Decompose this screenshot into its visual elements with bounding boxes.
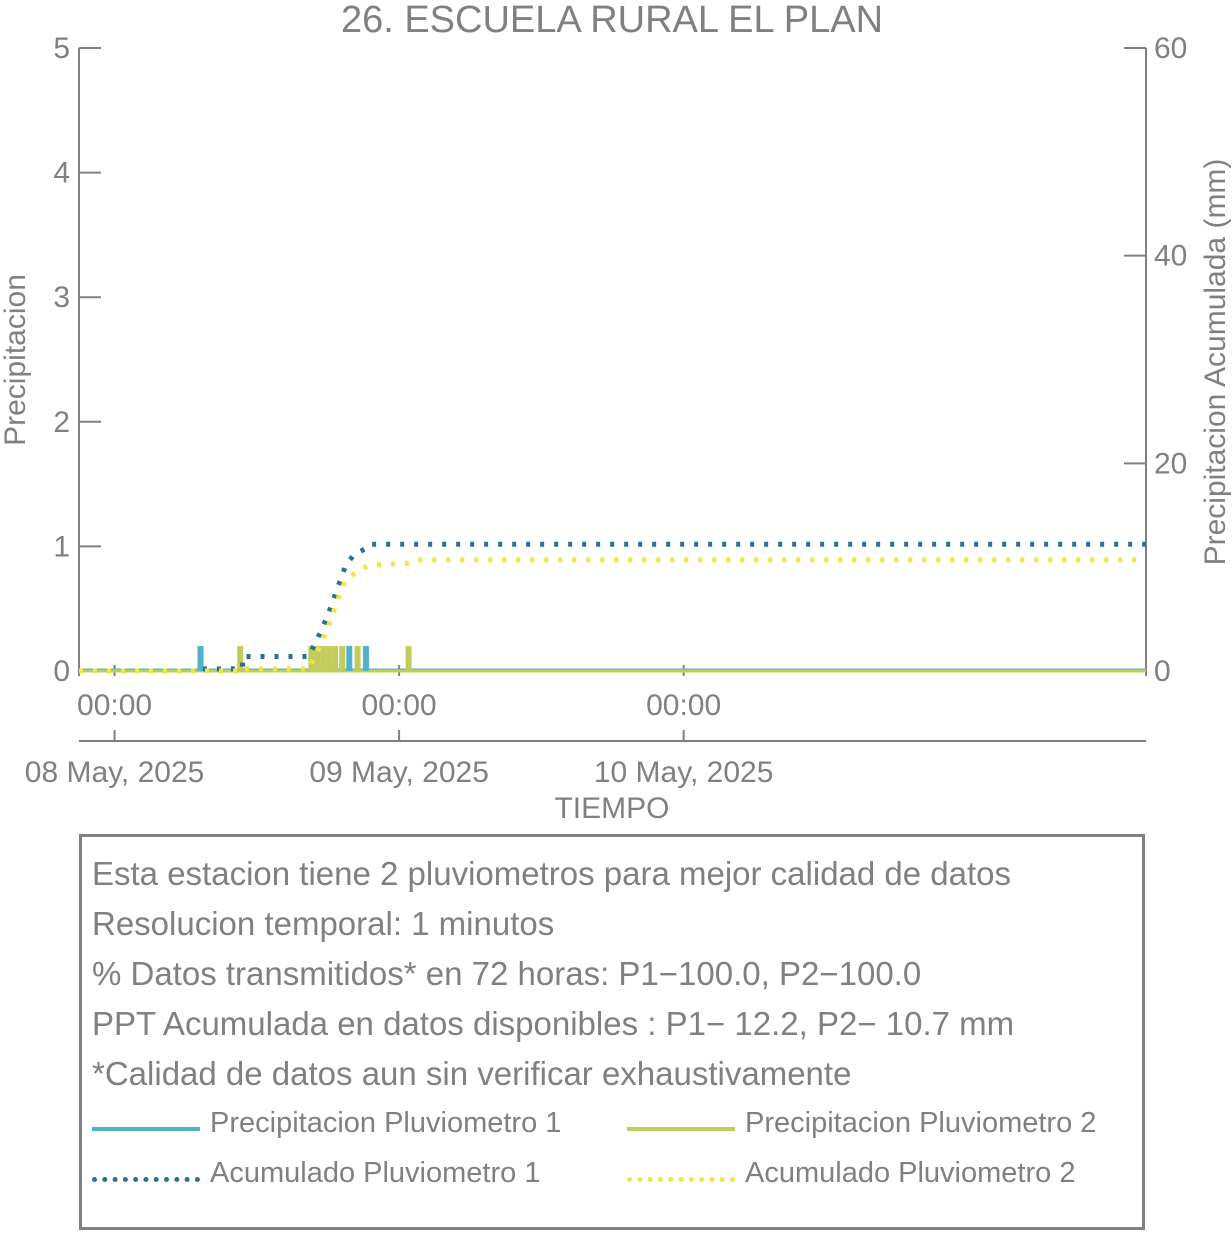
y-tick-label-left: 0 bbox=[53, 655, 70, 688]
legend-swatch-p1 bbox=[92, 1127, 200, 1131]
y-tick-label-left: 5 bbox=[53, 32, 70, 65]
legend-swatch-p2 bbox=[627, 1127, 735, 1131]
bar-precipitacion-pluviometro-1 bbox=[197, 646, 204, 671]
info-line-accumulated: PPT Acumulada en datos disponibles : P1−… bbox=[92, 1005, 1015, 1042]
legend-swatch-a2 bbox=[627, 1177, 735, 1182]
line-acumulado-pluviometro-1 bbox=[79, 541, 1146, 674]
bar-precipitacion-pluviometro-2 bbox=[354, 646, 361, 671]
chart: 26. ESCUELA RURAL EL PLAN Precipitacion … bbox=[0, 0, 1232, 825]
x-tick-time-label: 00:00 bbox=[646, 689, 721, 722]
y-tick-label-right: 0 bbox=[1154, 655, 1171, 688]
legend-label-a2: Acumulado Pluviometro 2 bbox=[745, 1157, 1076, 1189]
legend-item-a1: Acumulado Pluviometro 1 bbox=[92, 1157, 612, 1197]
legend-label-p1: Precipitacion Pluviometro 1 bbox=[210, 1107, 562, 1139]
series-layer bbox=[79, 541, 1146, 674]
bar-precipitacion-pluviometro-2 bbox=[405, 646, 412, 671]
y-tick-label-right: 60 bbox=[1154, 32, 1187, 65]
x-axis-label: TIEMPO bbox=[554, 792, 669, 825]
y-tick-label-right: 40 bbox=[1154, 240, 1187, 273]
y-tick-label-right: 20 bbox=[1154, 447, 1187, 480]
bar-precipitacion-pluviometro-2 bbox=[308, 646, 315, 671]
y-axis-label-left: Precipitacion bbox=[0, 274, 32, 446]
bar-precipitacion-pluviometro-1 bbox=[362, 646, 369, 671]
legend-item-a2: Acumulado Pluviometro 2 bbox=[627, 1157, 1147, 1197]
legend-item-p1: Precipitacion Pluviometro 1 bbox=[92, 1107, 612, 1147]
x-tick-date-label: 10 May, 2025 bbox=[594, 756, 774, 789]
bar-precipitacion-pluviometro-2 bbox=[237, 646, 244, 671]
left-axis-ticks: 0 1 2 3 4 5 bbox=[53, 32, 101, 688]
y-tick-label-left: 1 bbox=[53, 530, 70, 563]
right-axis-ticks: 0 20 40 60 bbox=[1124, 32, 1187, 688]
info-box: Esta estacion tiene 2 pluviometros para … bbox=[79, 834, 1145, 1230]
info-line-stations: Esta estacion tiene 2 pluviometros para … bbox=[92, 855, 1012, 892]
x-axis-ticks: 00:00 08 May, 2025 00:00 09 May, 2025 00:00 1… bbox=[25, 665, 774, 789]
y-axis-label-right: Precipitacion Acumulada (mm) bbox=[1199, 159, 1232, 566]
bar-precipitacion-pluviometro-1 bbox=[346, 646, 353, 671]
bar-precipitacion-pluviometro-2 bbox=[326, 646, 333, 671]
line-acumulado-pluviometro-2 bbox=[79, 557, 1146, 674]
y-tick-label-left: 3 bbox=[53, 281, 70, 314]
bar-precipitacion-pluviometro-2 bbox=[314, 646, 321, 671]
x-tick-time-label: 00:00 bbox=[362, 689, 437, 722]
bar-precipitacion-pluviometro-2 bbox=[332, 646, 339, 671]
legend-item-p2: Precipitacion Pluviometro 2 bbox=[627, 1107, 1147, 1147]
legend-label-p2: Precipitacion Pluviometro 2 bbox=[745, 1107, 1097, 1139]
bar-precipitacion-pluviometro-2 bbox=[320, 646, 327, 671]
y-tick-label-left: 2 bbox=[53, 406, 70, 439]
x-tick-time-label: 00:00 bbox=[77, 689, 152, 722]
info-line-resolution: Resolucion temporal: 1 minutos bbox=[92, 905, 555, 942]
info-line-transmitted: % Datos transmitidos* en 72 horas: P1−10… bbox=[92, 955, 922, 992]
bar-precipitacion-pluviometro-2 bbox=[339, 646, 346, 671]
x-tick-date-label: 08 May, 2025 bbox=[25, 756, 205, 789]
chart-title: 26. ESCUELA RURAL EL PLAN bbox=[341, 0, 883, 41]
x-tick-date-label: 09 May, 2025 bbox=[309, 756, 489, 789]
y-tick-label-left: 4 bbox=[53, 157, 70, 190]
legend-label-a1: Acumulado Pluviometro 1 bbox=[210, 1157, 541, 1189]
info-line-quality: *Calidad de datos aun sin verificar exha… bbox=[92, 1055, 852, 1092]
legend-swatch-a1 bbox=[92, 1177, 200, 1182]
